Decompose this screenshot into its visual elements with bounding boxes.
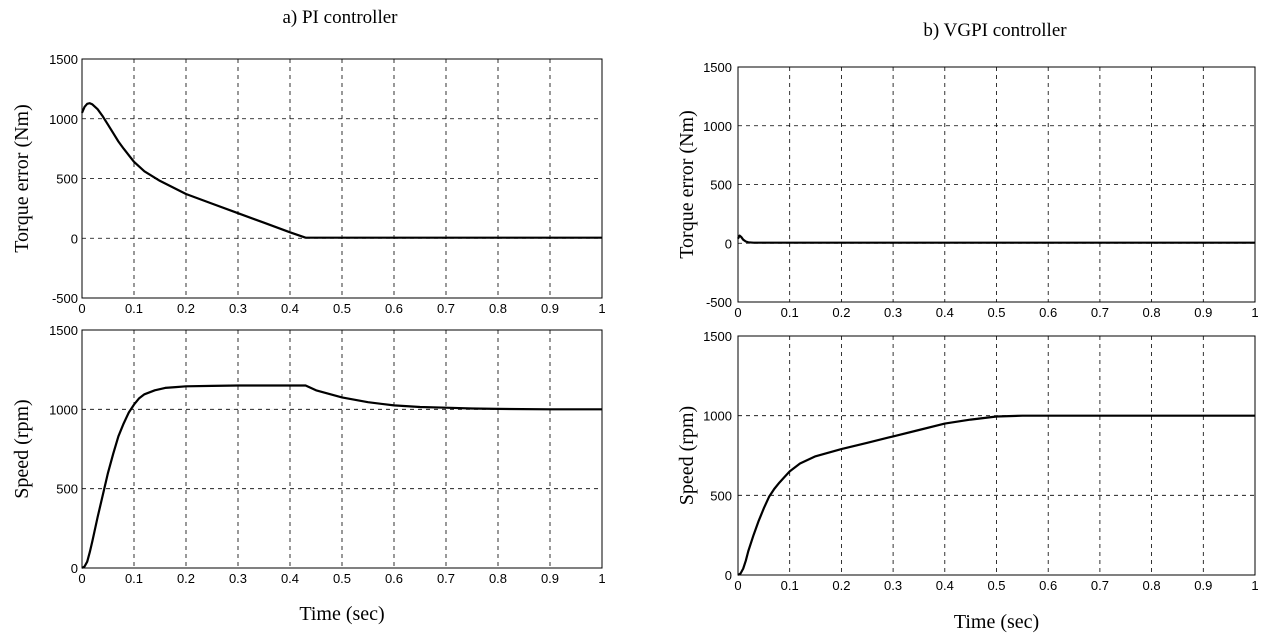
series-line xyxy=(81,384,602,569)
chart-b-bottom: 0 0.1 0.2 0.3 0.4 0.5 0.6 0.7 0.8 0.9 1 0 500 1000 150… xyxy=(676,329,1259,633)
y-tick-label: -500 xyxy=(52,291,78,306)
x-tick-label: 0.7 xyxy=(437,301,455,316)
x-tick-label: 0.5 xyxy=(333,301,351,316)
y-tick-label: 1000 xyxy=(49,112,78,127)
x-tick-label: 0.1 xyxy=(125,301,143,316)
x-tick-label: 0.6 xyxy=(1039,578,1057,593)
x-tick-label: 0.3 xyxy=(884,305,902,320)
x-tick-label: 0.9 xyxy=(1194,305,1212,320)
x-tick-label: 0.9 xyxy=(541,301,559,316)
x-tick-label: 0.1 xyxy=(781,578,799,593)
x-axis-label: Time (sec) xyxy=(954,611,1039,633)
x-tick-label: 0 xyxy=(78,301,85,316)
y-tick-label: 1000 xyxy=(49,402,78,417)
x-tick-label: 1 xyxy=(1251,578,1258,593)
x-tick-label: 0.8 xyxy=(1143,305,1161,320)
y-tick-label: 500 xyxy=(710,488,732,503)
y-tick-label: 0 xyxy=(71,231,78,246)
plot-frame xyxy=(737,335,1256,576)
y-axis-label: Speed (rpm) xyxy=(676,406,698,505)
x-tick-label: 0.5 xyxy=(333,571,351,586)
series-line xyxy=(737,234,1255,244)
x-axis-label: Time (sec) xyxy=(299,603,384,625)
y-tick-label: 500 xyxy=(56,482,78,497)
y-tick-label: 1000 xyxy=(703,119,732,134)
x-tick-label: 0.1 xyxy=(125,571,143,586)
y-tick-label: 1000 xyxy=(703,409,732,424)
y-tick-label: 0 xyxy=(725,568,732,583)
y-tick-label: 0 xyxy=(725,236,732,251)
plots-area: 0 0.1 0.2 0.3 0.4 0.5 0.6 0.7 0.8 0.9 1-5000500100… xyxy=(11,52,1259,633)
y-axis-label: Speed (rpm) xyxy=(11,399,33,498)
x-tick-label: 0.7 xyxy=(1091,578,1109,593)
x-tick-label: 0.4 xyxy=(936,305,954,320)
series-line xyxy=(737,414,1255,576)
y-axis-label: Torque error (Nm) xyxy=(11,104,33,253)
x-tick-label: 1 xyxy=(1251,305,1258,320)
chart-a-top: 0 0.1 0.2 0.3 0.4 0.5 0.6 0.7 0.8 0.9 1-5000500100… xyxy=(11,52,606,316)
x-tick-label: 0.2 xyxy=(177,571,195,586)
x-tick-label: 0 xyxy=(78,571,85,586)
x-tick-label: 0.8 xyxy=(489,301,507,316)
x-tick-label: 0.1 xyxy=(781,305,799,320)
y-tick-label: 500 xyxy=(56,172,78,187)
y-axis-label: Torque error (Nm) xyxy=(676,110,698,259)
y-tick-label: 0 xyxy=(71,561,78,576)
x-tick-label: 0.3 xyxy=(884,578,902,593)
title-left: a) PI controller xyxy=(282,7,398,28)
x-tick-label: 0.8 xyxy=(1143,578,1161,593)
y-tick-label: 1500 xyxy=(49,323,78,338)
x-tick-label: 0.2 xyxy=(832,578,850,593)
x-tick-label: 0 xyxy=(734,305,741,320)
x-tick-label: 0.9 xyxy=(1194,578,1212,593)
x-tick-label: 0.4 xyxy=(281,571,299,586)
x-tick-label: 0.6 xyxy=(1039,305,1057,320)
y-tick-label: 500 xyxy=(710,178,732,193)
title-right: b) VGPI controller xyxy=(923,20,1067,41)
x-tick-label: 0.7 xyxy=(1091,305,1109,320)
x-tick-label: 0.2 xyxy=(177,301,195,316)
x-tick-label: 0.6 xyxy=(385,571,403,586)
series-line xyxy=(80,102,602,239)
x-tick-label: 0.7 xyxy=(437,571,455,586)
x-tick-label: 1 xyxy=(598,301,605,316)
y-tick-label: -500 xyxy=(706,295,732,310)
x-tick-label: 0.2 xyxy=(832,305,850,320)
x-tick-label: 0.6 xyxy=(385,301,403,316)
x-tick-label: 0.4 xyxy=(281,301,299,316)
x-tick-label: 0.5 xyxy=(987,305,1005,320)
x-tick-label: 0.8 xyxy=(489,571,507,586)
x-tick-label: 0.3 xyxy=(229,571,247,586)
x-tick-label: 0 xyxy=(734,578,741,593)
chart-a-bottom: 0 0.1 0.2 0.3 0.4 0.5 0.6 0.7 0.8 0.9 1 0 500 1000 150… xyxy=(11,323,606,625)
x-tick-label: 0.3 xyxy=(229,301,247,316)
y-tick-label: 1500 xyxy=(49,52,78,67)
y-tick-label: 1500 xyxy=(703,60,732,75)
chart-b-top: 0 0.1 0.2 0.3 0.4 0.5 0.6 0.7 0.8 0.9 1-5000500100… xyxy=(676,60,1259,320)
y-tick-label: 1500 xyxy=(703,329,732,344)
x-tick-label: 0.4 xyxy=(936,578,954,593)
x-tick-label: 0.5 xyxy=(987,578,1005,593)
x-tick-label: 1 xyxy=(598,571,605,586)
x-tick-label: 0.9 xyxy=(541,571,559,586)
